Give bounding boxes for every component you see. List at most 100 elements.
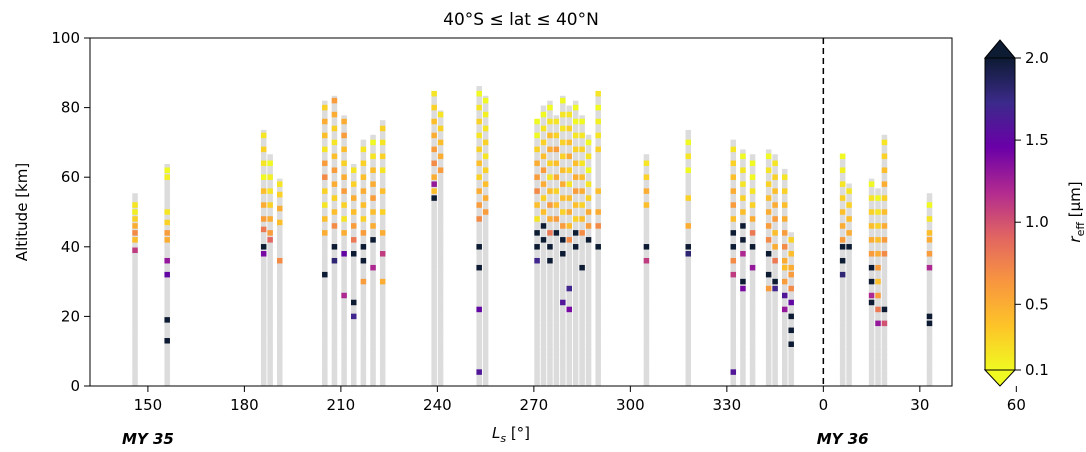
unretrieved-point (579, 183, 585, 189)
reff-point (482, 153, 489, 160)
reff-point (547, 257, 553, 264)
unretrieved-point (868, 212, 875, 219)
unretrieved-point (341, 149, 347, 155)
unretrieved-point (331, 100, 338, 107)
unretrieved-point (553, 198, 560, 204)
unretrieved-point (379, 222, 386, 228)
unretrieved-point (379, 129, 386, 136)
unretrieved-point (730, 227, 737, 233)
unretrieved-point (595, 95, 601, 102)
unretrieved-point (781, 295, 788, 302)
unretrieved-point (331, 129, 338, 136)
reff-point (772, 257, 778, 264)
unretrieved-point (350, 271, 357, 277)
unretrieved-point (572, 344, 579, 350)
unretrieved-point (1039, 261, 1045, 267)
unretrieved-point (868, 329, 875, 336)
unretrieved-point (379, 305, 386, 311)
unretrieved-point (331, 246, 338, 253)
unretrieved-point (540, 280, 547, 287)
reff-point (839, 271, 846, 278)
unretrieved-point (553, 363, 560, 370)
unretrieved-point (379, 295, 386, 302)
unretrieved-point (360, 354, 367, 360)
unretrieved-point (476, 178, 482, 185)
unretrieved-point (740, 173, 746, 180)
reff-point (585, 181, 592, 187)
unretrieved-point (132, 241, 138, 248)
unretrieved-point (164, 193, 170, 199)
unretrieved-point (534, 324, 540, 331)
unretrieved-point (579, 349, 585, 355)
unretrieved-point (164, 261, 170, 267)
unretrieved-point (643, 154, 650, 160)
unretrieved-point (788, 383, 794, 386)
unretrieved-point (579, 378, 585, 384)
unretrieved-point (1039, 330, 1045, 336)
unretrieved-point (437, 339, 444, 345)
unretrieved-point (781, 368, 788, 375)
reff-point (730, 174, 737, 180)
unretrieved-point (437, 193, 444, 199)
unretrieved-point (749, 339, 756, 345)
unretrieved-point (437, 285, 444, 292)
reff-point (572, 216, 579, 222)
unretrieved-point (772, 198, 778, 204)
unretrieved-point (685, 358, 692, 365)
reff-point (547, 146, 553, 153)
unretrieved-point (566, 378, 572, 384)
unretrieved-point (431, 383, 437, 386)
unretrieved-point (164, 344, 170, 350)
unretrieved-point (962, 335, 968, 341)
reff-point (685, 153, 692, 160)
profile (277, 178, 283, 386)
reff-point (540, 195, 547, 201)
unretrieved-point (926, 354, 933, 360)
unretrieved-point (547, 168, 553, 175)
unretrieved-point (585, 173, 592, 180)
unretrieved-point (881, 295, 888, 302)
unretrieved-point (132, 305, 138, 311)
unretrieved-point (772, 276, 778, 282)
reff-point (781, 202, 788, 208)
reff-point (379, 188, 386, 194)
unretrieved-point (595, 363, 601, 370)
unretrieved-point (260, 310, 267, 316)
unretrieved-point (579, 256, 585, 263)
unretrieved-point (341, 129, 347, 136)
unretrieved-point (437, 198, 444, 204)
reff-point (341, 292, 347, 299)
reff-point (572, 104, 579, 111)
unretrieved-point (331, 324, 338, 331)
profile (379, 120, 386, 386)
unretrieved-point (740, 373, 746, 380)
unretrieved-point (370, 149, 376, 155)
unretrieved-point (875, 212, 881, 219)
unretrieved-point (267, 363, 273, 370)
unretrieved-point (360, 295, 367, 302)
unretrieved-point (331, 290, 338, 297)
reff-point (839, 167, 846, 173)
profile (772, 154, 778, 386)
profile (881, 134, 888, 386)
unretrieved-point (926, 305, 933, 311)
unretrieved-point (595, 178, 601, 185)
unretrieved-point (560, 164, 566, 170)
unretrieved-point (547, 354, 553, 360)
unretrieved-point (260, 129, 267, 136)
unretrieved-point (540, 349, 547, 355)
reff-point (566, 139, 572, 146)
unretrieved-point (749, 183, 756, 189)
unretrieved-point (431, 246, 437, 253)
unretrieved-point (164, 324, 170, 331)
unretrieved-point (772, 168, 778, 175)
reff-point (740, 237, 746, 243)
reff-point (260, 202, 267, 208)
unretrieved-point (740, 241, 746, 248)
unretrieved-point (360, 164, 367, 170)
unretrieved-point (560, 149, 566, 155)
unretrieved-point (437, 120, 444, 126)
colorbar: 0.10.51.01.52.0 reff [μm] (983, 39, 1086, 387)
unretrieved-point (926, 339, 933, 345)
reff-point (643, 188, 650, 194)
